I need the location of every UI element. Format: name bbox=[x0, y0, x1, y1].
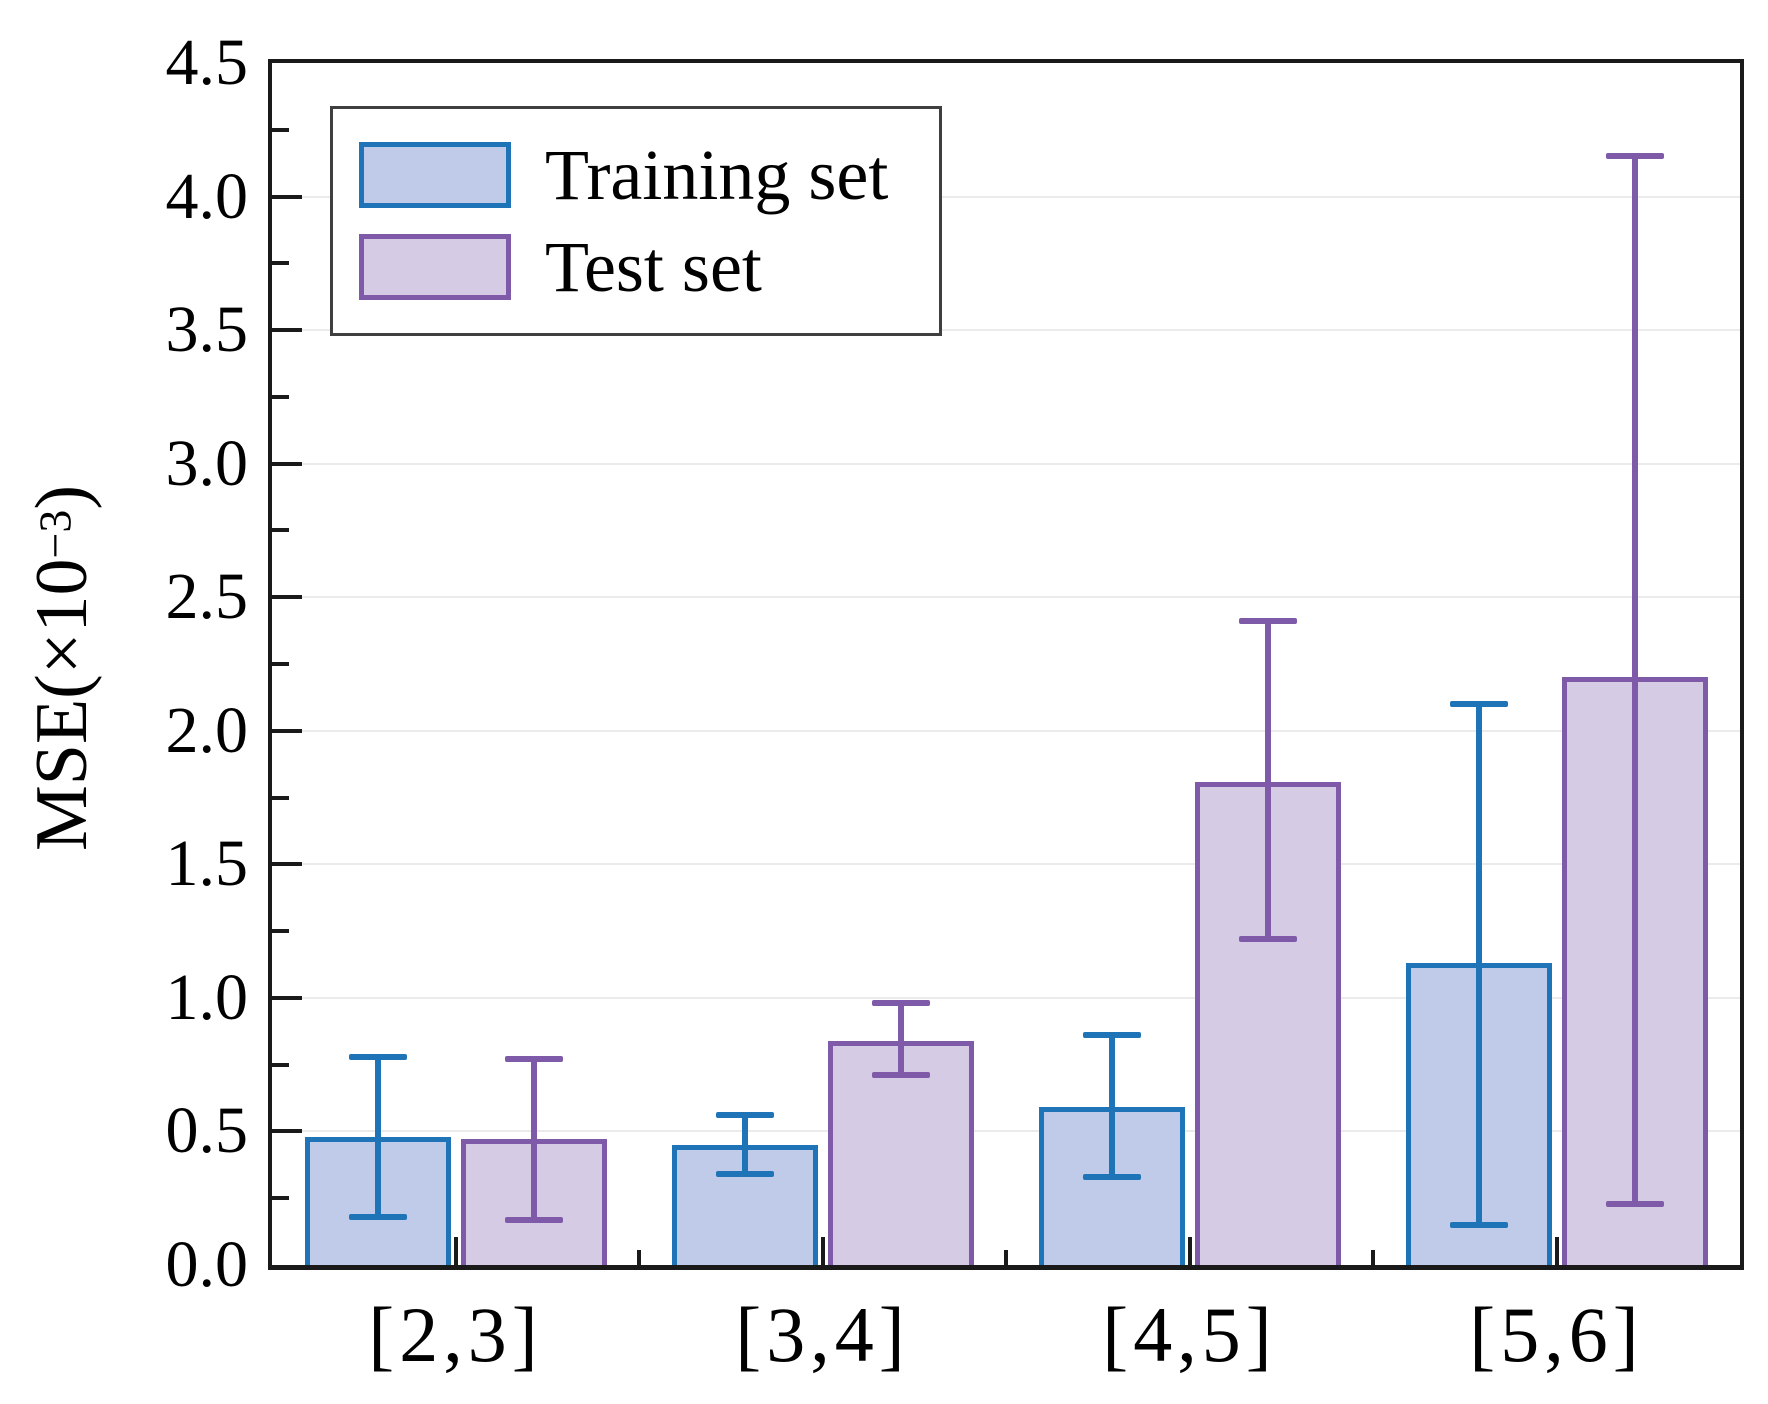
error-bar-test-set-cap-bottom bbox=[1605, 1200, 1664, 1207]
gridline bbox=[272, 729, 1740, 732]
error-bar-test-set-cap-top bbox=[1238, 618, 1297, 625]
error-bar-test-set-line bbox=[1631, 156, 1638, 1204]
legend-swatch-test-set bbox=[359, 234, 511, 300]
x-minor-tick bbox=[1371, 1250, 1375, 1265]
legend-label-training-set: Training set bbox=[545, 135, 889, 215]
x-tick-label: [2,3] bbox=[368, 1291, 543, 1378]
y-major-tick bbox=[272, 862, 302, 867]
error-bar-training-set-cap-top bbox=[1449, 701, 1508, 708]
gridline bbox=[272, 195, 1740, 198]
y-tick-label: 0.0 bbox=[165, 1228, 249, 1301]
x-major-tick bbox=[1187, 1237, 1192, 1265]
gridline bbox=[272, 863, 1740, 866]
legend-item-test: Test set bbox=[359, 231, 939, 303]
error-bar-test-set-cap-bottom bbox=[871, 1072, 930, 1079]
y-tick-label: 2.5 bbox=[165, 560, 249, 634]
error-bar-training-set-line bbox=[741, 1115, 748, 1175]
error-bar-test-set-cap-top bbox=[504, 1056, 563, 1063]
y-major-tick bbox=[272, 595, 302, 600]
y-tick-label: 0.5 bbox=[165, 1094, 249, 1168]
x-tick-label: [3,4] bbox=[735, 1291, 910, 1378]
error-bar-test-set-cap-top bbox=[1605, 153, 1664, 160]
x-minor-tick bbox=[1004, 1250, 1008, 1265]
error-bar-training-set-cap-top bbox=[348, 1053, 407, 1060]
y-minor-tick bbox=[272, 127, 289, 132]
y-minor-tick bbox=[272, 1196, 289, 1201]
x-tick-label: [5,6] bbox=[1469, 1291, 1644, 1378]
error-bar-test-set-line bbox=[897, 1003, 904, 1076]
x-major-tick bbox=[453, 1237, 458, 1265]
y-major-tick bbox=[272, 995, 302, 1000]
legend-item-training: Training set bbox=[359, 139, 939, 211]
gridline bbox=[272, 996, 1740, 999]
error-bar-training-set-line bbox=[1108, 1035, 1115, 1177]
legend-swatch-training-set bbox=[359, 142, 511, 208]
gridline bbox=[272, 329, 1740, 332]
y-major-tick bbox=[272, 1129, 302, 1134]
legend-label-test-set: Test set bbox=[545, 227, 762, 307]
error-bar-test-set-cap-bottom bbox=[504, 1216, 563, 1223]
y-minor-tick bbox=[272, 261, 289, 266]
x-major-tick bbox=[820, 1237, 825, 1265]
y-tick-label: 2.0 bbox=[165, 693, 249, 767]
y-tick-label: 3.0 bbox=[165, 426, 249, 500]
error-bar-training-set-cap-bottom bbox=[715, 1171, 774, 1178]
x-major-tick bbox=[1554, 1237, 1559, 1265]
error-bar-test-set-cap-bottom bbox=[1238, 936, 1297, 943]
y-minor-tick bbox=[272, 795, 289, 800]
y-minor-tick bbox=[272, 929, 289, 934]
error-bar-test-set-line bbox=[530, 1059, 537, 1220]
y-tick-label: 1.0 bbox=[165, 960, 249, 1034]
error-bar-test-set-cap-top bbox=[871, 1000, 930, 1007]
error-bar-training-set-line bbox=[1475, 704, 1482, 1225]
gridline bbox=[272, 1130, 1740, 1133]
y-tick-label: 1.5 bbox=[165, 827, 249, 901]
y-tick-label: 4.0 bbox=[165, 159, 249, 233]
error-bar-training-set-cap-bottom bbox=[348, 1213, 407, 1220]
error-bar-test-set-line bbox=[1264, 621, 1271, 940]
gridline bbox=[272, 462, 1740, 465]
x-minor-tick bbox=[637, 1250, 641, 1265]
bar-test-set bbox=[1194, 781, 1341, 1265]
y-major-tick bbox=[272, 728, 302, 733]
error-bar-training-set-cap-bottom bbox=[1082, 1173, 1141, 1180]
y-tick-label: 4.5 bbox=[165, 26, 249, 99]
y-major-tick bbox=[272, 194, 302, 199]
legend: Training set Test set bbox=[330, 106, 942, 336]
y-minor-tick bbox=[272, 1062, 289, 1067]
y-major-tick bbox=[272, 461, 302, 466]
y-major-tick bbox=[272, 328, 302, 333]
error-bar-training-set-line bbox=[374, 1056, 381, 1217]
gridline bbox=[272, 596, 1740, 599]
error-bar-training-set-cap-top bbox=[1082, 1032, 1141, 1039]
axes-frame bbox=[268, 59, 1744, 1270]
error-bar-training-set-cap-top bbox=[715, 1112, 774, 1119]
x-tick-label: [4,5] bbox=[1102, 1291, 1277, 1378]
bar-test-set bbox=[827, 1040, 974, 1265]
y-tick-label: 3.5 bbox=[165, 293, 249, 367]
error-bar-training-set-cap-bottom bbox=[1449, 1221, 1508, 1228]
y-minor-tick bbox=[272, 394, 289, 399]
y-minor-tick bbox=[272, 528, 289, 533]
y-minor-tick bbox=[272, 662, 289, 666]
